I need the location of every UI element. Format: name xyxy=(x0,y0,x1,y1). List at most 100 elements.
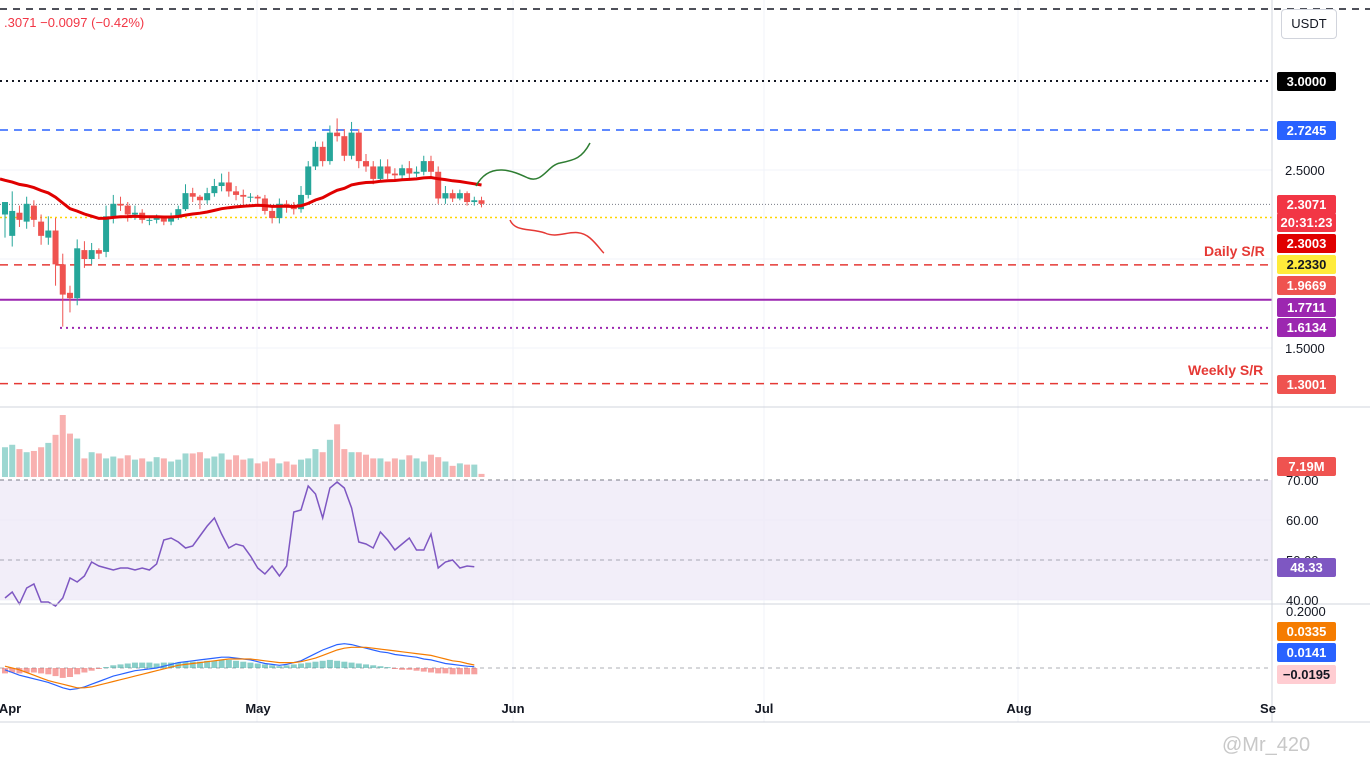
volume-bars xyxy=(2,415,485,477)
price-label: 2.3003 xyxy=(1277,234,1336,253)
volume-bar xyxy=(189,453,196,477)
candle-body xyxy=(211,186,218,194)
candle-body xyxy=(225,182,232,192)
candle-body xyxy=(189,193,196,197)
volume-bar xyxy=(456,463,463,477)
rsi-value-label: 48.33 xyxy=(1277,558,1336,577)
candle-body xyxy=(59,264,66,295)
macd-histogram-bar xyxy=(45,668,52,675)
macd-histogram-bar xyxy=(326,659,333,668)
rsi-line xyxy=(4,481,475,607)
time-tick: May xyxy=(245,701,271,716)
volume-bar xyxy=(290,464,297,477)
weekly-sr-label: Weekly S/R xyxy=(1188,362,1264,378)
volume-bar xyxy=(298,459,305,477)
rsi-tick: 60.00 xyxy=(1286,513,1319,528)
volume-bar xyxy=(276,463,283,477)
candle-body xyxy=(218,182,225,187)
macd-histogram-bar xyxy=(88,668,95,671)
volume-bar xyxy=(139,458,146,477)
moving-average-line xyxy=(0,175,482,220)
volume-bar xyxy=(182,453,189,477)
rsi-band xyxy=(0,480,1272,600)
candle-body xyxy=(16,212,23,220)
currency-selector[interactable]: USDT xyxy=(1281,9,1337,39)
macd-histogram-bar xyxy=(240,661,247,668)
macd-histogram-bar xyxy=(355,663,362,668)
candle-body xyxy=(254,196,261,199)
volume-bar xyxy=(435,457,442,477)
candle-body xyxy=(233,191,240,195)
candle-body xyxy=(413,171,420,174)
macd-histogram-bar xyxy=(16,668,23,674)
volume-bar xyxy=(240,459,247,477)
candle-body xyxy=(269,210,276,219)
candle-body xyxy=(363,161,369,167)
macd-histogram-bar xyxy=(384,667,391,669)
volume-bar xyxy=(464,464,471,477)
volume-bar xyxy=(146,461,153,477)
macd-histogram-bar xyxy=(38,668,45,674)
volume-bar xyxy=(153,457,160,477)
price-legend: .3071 −0.0097 (−0.42%) xyxy=(4,15,145,30)
macd-histogram-bar xyxy=(168,662,175,668)
grid-lines xyxy=(0,0,1272,722)
macd-histogram-bar xyxy=(298,663,305,668)
watermark: @Mr_420 xyxy=(1222,734,1311,756)
time-tick: Jul xyxy=(755,701,774,716)
candle-body xyxy=(23,203,30,222)
macd-histogram-bar xyxy=(103,667,110,669)
candle-body xyxy=(182,193,189,210)
macd-histogram-bar xyxy=(312,661,319,668)
volume-bar xyxy=(420,461,427,477)
volume-bar xyxy=(74,438,81,477)
volume-bar xyxy=(16,449,23,477)
candle-body xyxy=(30,205,37,220)
price-label: 1.3001 xyxy=(1277,375,1336,394)
volume-bar xyxy=(45,442,52,477)
candle-body xyxy=(66,292,73,299)
macd-histogram-bar xyxy=(52,668,59,677)
macd-histogram-bar xyxy=(117,664,124,668)
volume-bar xyxy=(95,453,102,477)
volume-bar xyxy=(319,452,326,477)
volume-bar xyxy=(247,458,254,477)
macd-histogram-bar xyxy=(261,664,268,668)
candle-body xyxy=(377,166,384,179)
candle-body xyxy=(348,132,355,156)
forecast-drawings xyxy=(475,142,605,254)
volume-bar xyxy=(59,415,66,477)
macd-histogram-bar xyxy=(435,668,442,674)
volume-bar xyxy=(110,456,117,477)
macd-histogram-bar xyxy=(449,668,456,675)
volume-bar xyxy=(341,449,348,477)
macd-histogram-bar xyxy=(146,662,153,668)
macd-histogram-bar xyxy=(247,662,254,668)
candle-body xyxy=(38,221,45,236)
macd-histogram-bar xyxy=(427,668,434,673)
candle-body xyxy=(406,168,413,174)
volume-bar xyxy=(218,453,225,477)
volume-bar xyxy=(363,454,369,477)
candle-body xyxy=(146,219,153,221)
candle-body xyxy=(196,196,203,201)
candle-body xyxy=(384,166,391,174)
volume-bar xyxy=(30,450,37,477)
macd-histogram-bar xyxy=(124,663,131,668)
volume-bar xyxy=(9,444,16,477)
candle-body xyxy=(9,210,16,236)
candle-body xyxy=(81,250,88,259)
volume-bar xyxy=(66,433,73,477)
candle-body xyxy=(160,218,167,222)
macd-tick: 0.2000 xyxy=(1286,604,1326,619)
volume-bar xyxy=(204,458,211,477)
macd-histogram-bar xyxy=(456,668,463,675)
candle-body xyxy=(103,216,110,252)
volume-bar xyxy=(334,424,341,477)
macd-histogram-bar xyxy=(110,665,117,668)
daily-sr-label: Daily S/R xyxy=(1204,243,1265,259)
candle-body xyxy=(52,230,59,265)
macd-histogram-bar xyxy=(334,660,341,668)
volume-bar xyxy=(442,461,449,477)
